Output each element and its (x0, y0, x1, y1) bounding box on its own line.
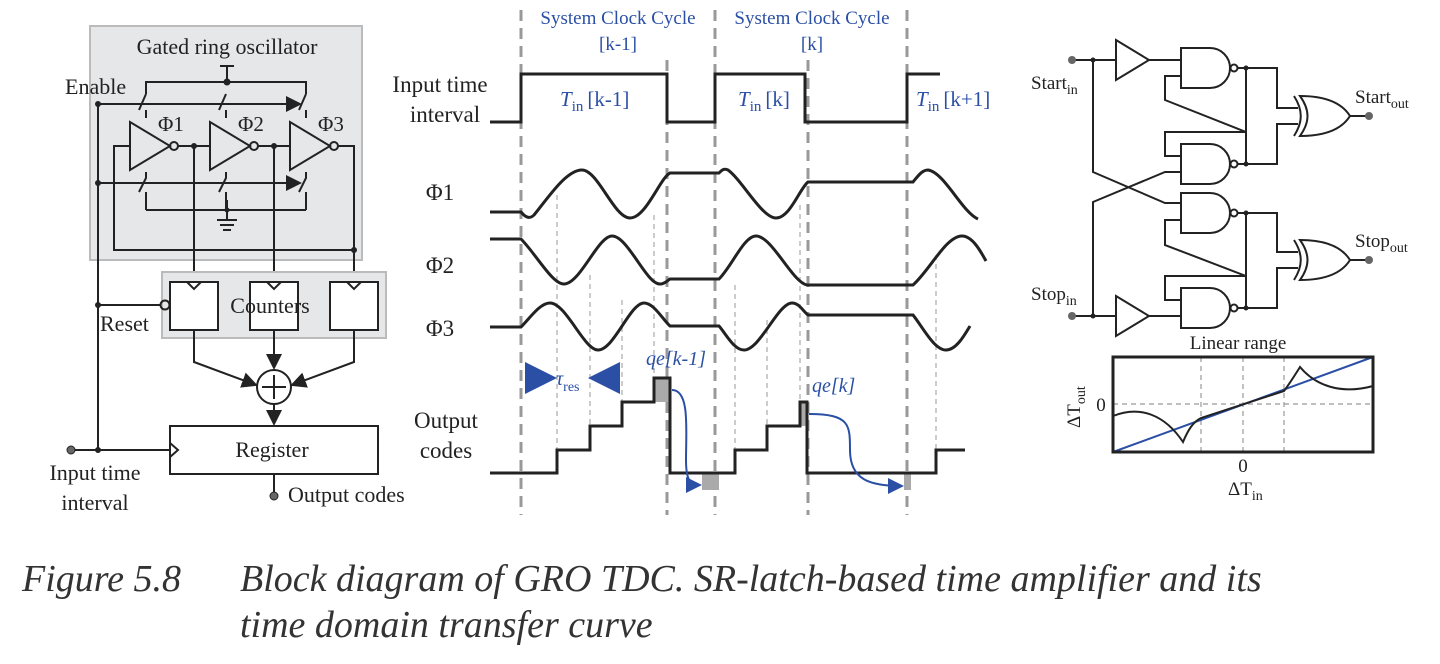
caption-line-2: time domain transfer curve (240, 604, 653, 646)
phase-3-waveform (490, 301, 972, 352)
transfer-curve-plot: Linear range 0 0 ΔTin ΔTout (1064, 333, 1375, 504)
cycle-k-index: [k] (801, 34, 823, 55)
x-zero-label: 0 (1238, 456, 1248, 477)
start-out-terminal (1365, 112, 1373, 120)
phase-3-trace-label: Φ3 (426, 316, 454, 341)
nand-3 (1180, 192, 1231, 234)
cycle-k-1-index: [k-1] (599, 34, 637, 55)
gro-title: Gated ring oscillator (137, 34, 319, 59)
phase-2-waveform (490, 234, 988, 287)
timing-diagram: System Clock Cycle [k-1] System Clock Cy… (392, 8, 990, 515)
figure-number: Figure 5.8 (22, 558, 182, 600)
vdd-symbol (145, 65, 307, 94)
reset-label: Reset (100, 311, 149, 336)
tin-k-1: Tin [k-1] (560, 87, 629, 115)
x-axis-label: ΔTin (1228, 479, 1263, 504)
stop-out-label: Stopout (1355, 231, 1408, 256)
qe-curr-residual (904, 473, 911, 490)
phase-1-label: Φ1 (158, 112, 184, 136)
output-terminal (269, 491, 279, 501)
output-codes-label: Output codes (288, 482, 405, 507)
input-interval-waveform (490, 72, 940, 124)
output-codes-trace-label-line2: codes (420, 438, 472, 463)
sr-latch-time-amplifier: Startin Stopin Startout Stopout (1031, 38, 1409, 338)
phase-2-trace-label: Φ2 (426, 253, 454, 278)
qe-curr-box (800, 402, 807, 426)
y-axis-label: ΔTout (1064, 386, 1089, 428)
stop-out-terminal (1365, 256, 1373, 264)
input-label-line2: interval (61, 490, 128, 515)
enable-label: Enable (65, 74, 126, 99)
qe-prev-arrow (671, 389, 702, 493)
stop-in-label: Stopin (1031, 284, 1077, 309)
transfer-curve (1112, 365, 1374, 445)
adder-symbol (256, 369, 292, 405)
plot-frame (1111, 355, 1375, 454)
start-out-label: Startout (1355, 87, 1409, 112)
output-codes-waveform (490, 376, 965, 475)
y-zero-label: 0 (1096, 395, 1106, 416)
xor-2 (1298, 238, 1352, 282)
start-in-label: Startin (1031, 73, 1078, 98)
nand-4 (1180, 287, 1231, 329)
nand-1 (1180, 47, 1231, 89)
input-terminal (66, 445, 76, 455)
nand-2 (1180, 143, 1231, 185)
input-interval-label-line2: interval (410, 102, 480, 127)
phase-3-label: Φ3 (318, 112, 344, 136)
phase-1-trace-label: Φ1 (426, 180, 454, 205)
cycle-k-label: System Clock Cycle (734, 8, 889, 29)
caption-line-1: Block diagram of GRO TDC. SR-latch-based… (240, 558, 1262, 600)
stop-in-terminal (1068, 312, 1076, 320)
phase-2-label: Φ2 (238, 112, 264, 136)
input-label-line1: Input time (49, 460, 140, 485)
xor-1 (1298, 94, 1352, 138)
qe-prev-residual (702, 473, 719, 490)
counters-label: Counters (230, 293, 309, 318)
figure-caption: Figure 5.8 Block diagram of GRO TDC. SR-l… (22, 556, 1262, 648)
qe-prev-label: qe[k-1] (646, 348, 706, 370)
output-codes-trace-label-line1: Output (414, 408, 479, 433)
qe-curr-label: qe[k] (812, 375, 855, 397)
tin-k: Tin [k] (738, 87, 790, 115)
cycle-k-1-label: System Clock Cycle (540, 8, 695, 29)
qe-prev-box (654, 378, 670, 402)
register-label: Register (235, 437, 309, 462)
phase-1-waveform (490, 167, 979, 221)
start-in-terminal (1068, 56, 1076, 64)
tau-res-label: τres (556, 368, 580, 395)
qe-curr-arrow (808, 413, 904, 494)
gro-tdc-block-diagram: Gated ring oscillator Enable (49, 25, 405, 515)
input-interval-label-line1: Input time (392, 72, 487, 97)
linear-range-label: Linear range (1190, 333, 1287, 354)
tin-k+1: Tin [k+1] (916, 87, 990, 115)
